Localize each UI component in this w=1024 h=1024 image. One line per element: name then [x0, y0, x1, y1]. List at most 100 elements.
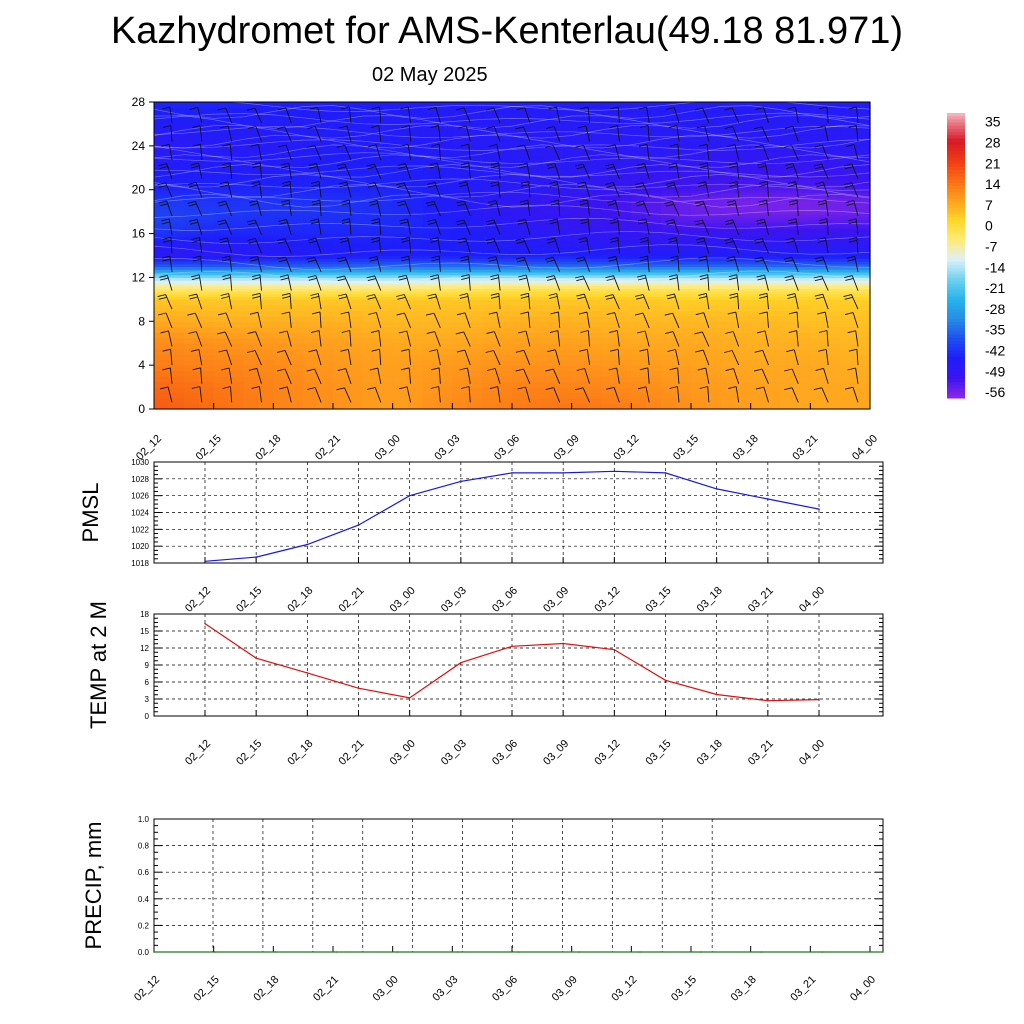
heatmap-cell — [467, 271, 483, 276]
wind-barb — [784, 163, 799, 179]
heatmap-cell — [213, 233, 230, 237]
heatmap-cell — [526, 285, 543, 289]
heatmap-cell — [705, 244, 722, 248]
heatmap-cell — [213, 277, 230, 281]
colorbar-label: -7 — [985, 239, 998, 255]
wind-barb — [188, 218, 203, 235]
heatmap-cell — [646, 151, 662, 158]
heatmap-cell — [541, 271, 558, 276]
heatmap-cell — [586, 219, 603, 224]
heatmap-cell — [631, 162, 647, 169]
heatmap-cell — [840, 332, 856, 339]
heatmap-cell — [422, 211, 439, 215]
wind-barb — [813, 275, 829, 291]
heatmap-cell — [586, 241, 603, 246]
heatmap-cell — [333, 315, 349, 322]
heatmap-cell — [541, 326, 558, 333]
heatmap-cell — [795, 310, 811, 317]
heatmap-cell — [780, 233, 797, 237]
heatmap-cell — [213, 403, 230, 410]
heatmap-cell — [422, 134, 439, 141]
heatmap-cell — [258, 260, 274, 265]
colorbar-swatch — [947, 163, 965, 168]
heatmap-cell — [437, 376, 453, 383]
heatmap-cell — [228, 217, 245, 221]
heatmap-cell — [228, 403, 245, 410]
heatmap-cell — [720, 252, 737, 257]
wind-barb — [191, 237, 203, 254]
heatmap-cell — [467, 192, 483, 196]
heatmap-cell — [452, 123, 468, 131]
heatmap-cell — [676, 354, 692, 361]
heatmap-cell — [497, 244, 513, 248]
colorbar-swatch — [947, 391, 965, 396]
heatmap-cell — [273, 178, 289, 185]
heatmap-cell — [482, 236, 498, 240]
heatmap-cell — [512, 112, 528, 120]
heatmap-cell — [825, 260, 841, 265]
heatmap-cell — [810, 288, 826, 292]
heatmap-cell — [735, 269, 752, 273]
heatmap-cell — [273, 123, 289, 131]
heatmap-cell — [676, 228, 692, 232]
heatmap-cell — [810, 173, 826, 180]
heatmap-cell — [452, 277, 468, 281]
heatmap-cell — [646, 178, 662, 185]
heatmap-cell — [616, 277, 632, 281]
heatmap-cell — [288, 230, 304, 235]
colorbar-swatch — [947, 138, 965, 142]
heatmap-cell — [154, 285, 170, 289]
heatmap-cell — [198, 233, 215, 237]
wind-barb — [310, 293, 322, 310]
heatmap-cell — [810, 392, 826, 399]
heatmap-cell — [631, 271, 647, 276]
heatmap-cell — [273, 189, 289, 194]
heatmap-cell — [377, 167, 394, 174]
heatmap-cell — [646, 376, 662, 383]
heatmap-cell — [168, 392, 185, 399]
heatmap-cell — [213, 304, 230, 311]
heatmap-cell — [541, 214, 558, 218]
heatmap-cell — [347, 230, 364, 235]
heatmap-cell — [541, 241, 558, 246]
heatmap-cell — [154, 151, 170, 158]
ytick-label: 1028 — [131, 475, 149, 484]
heatmap-cell — [154, 192, 170, 196]
heatmap-cell — [183, 184, 200, 191]
heatmap-cell — [676, 102, 692, 109]
colorbar-swatch — [947, 271, 965, 275]
heatmap-cell — [392, 151, 409, 158]
heatmap-cell — [601, 197, 618, 202]
heatmap-cell — [303, 244, 319, 248]
wind-barb — [395, 182, 412, 198]
heatmap-cell — [750, 219, 767, 224]
heatmap-cell — [616, 162, 632, 169]
heatmap-cell — [586, 332, 603, 339]
heatmap-cell — [318, 236, 334, 240]
wind-barb — [460, 274, 471, 291]
heatmap-cell — [303, 156, 319, 163]
heatmap-cell — [646, 296, 662, 300]
heatmap-cell — [362, 266, 379, 270]
heatmap-cell — [303, 392, 319, 399]
heatmap-cell — [168, 326, 185, 333]
heatmap-cell — [377, 310, 394, 317]
heatmap-cell — [452, 326, 468, 333]
wind-barb — [162, 236, 173, 254]
heatmap-cell — [720, 156, 737, 163]
heatmap-cell — [377, 398, 394, 405]
heatmap-cell — [661, 252, 677, 257]
heatmap-cell — [676, 211, 692, 215]
heatmap-cell — [467, 343, 483, 350]
heatmap-cell — [676, 343, 692, 350]
heatmap-cell — [512, 370, 528, 377]
heatmap-cell — [720, 398, 737, 405]
heatmap-cell — [168, 359, 185, 366]
heatmap-cell — [333, 291, 349, 295]
heatmap-cell — [765, 365, 782, 372]
heatmap-cell — [750, 403, 767, 410]
heatmap-cell — [541, 321, 558, 328]
heatmap-cell — [765, 376, 782, 383]
heatmap-cell — [497, 291, 513, 295]
heatmap-cell — [497, 178, 513, 185]
